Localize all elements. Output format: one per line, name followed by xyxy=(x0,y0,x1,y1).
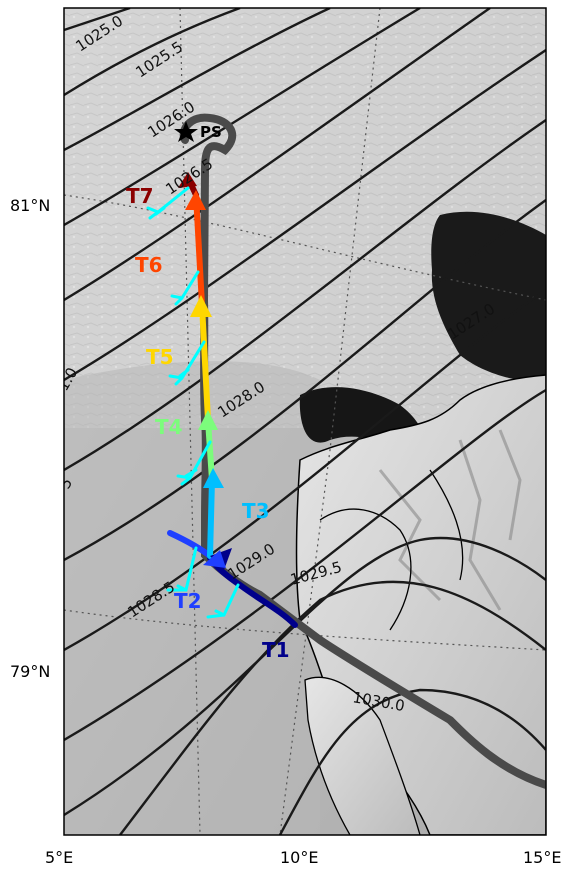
segment-labels: T7 T6 T5 T4 T3 T2 T1 xyxy=(126,184,290,662)
wind-barb-t3 xyxy=(166,546,198,592)
track-arrows xyxy=(178,172,232,570)
graticule xyxy=(64,8,546,835)
segment-track-t5 xyxy=(199,302,211,423)
station-label: PS xyxy=(200,123,222,141)
segment-label-t2: T2 xyxy=(174,589,202,613)
fast-ice-region xyxy=(64,361,320,835)
land-ridges xyxy=(378,429,522,611)
arrow-t3 xyxy=(203,468,224,488)
axis-labels: 81°N 79°N 5°E 10°E 15°E xyxy=(10,196,561,867)
star-icon xyxy=(174,121,198,142)
wind-barb-t7 xyxy=(146,186,190,220)
x-tick-15e: 15°E xyxy=(523,848,561,867)
x-tick-10e: 10°E xyxy=(280,848,318,867)
wind-barb-t4 xyxy=(176,440,212,486)
arrow-t7 xyxy=(178,172,197,188)
segment-label-t4: T4 xyxy=(155,415,183,439)
wind-barb-t2 xyxy=(206,583,240,619)
y-tick-81n: 81°N xyxy=(10,196,50,215)
arrow-t5 xyxy=(190,295,212,317)
x-tick-5e: 5°E xyxy=(45,848,73,867)
coastline-inner xyxy=(319,469,464,631)
wind-barbs xyxy=(146,186,240,619)
open-water-north xyxy=(431,211,546,382)
segment-track-t3 xyxy=(207,477,215,559)
segment-tracks xyxy=(167,175,298,628)
y-tick-79n: 79°N xyxy=(10,662,50,681)
map-border xyxy=(63,7,547,836)
segment-label-t3: T3 xyxy=(242,499,270,523)
wind-barb-t6 xyxy=(170,270,200,306)
segment-label-t7: T7 xyxy=(126,184,154,208)
ship-track xyxy=(179,113,546,789)
station-marker: PS xyxy=(174,121,222,142)
segment-label-t6: T6 xyxy=(135,253,163,277)
land-south-peninsula xyxy=(304,676,421,835)
arrow-t6 xyxy=(185,190,206,210)
map-panel: 1025.0 1025.5 1026.0 1026.5 1027.0 1028.… xyxy=(64,8,546,835)
segment-label-t5: T5 xyxy=(146,345,174,369)
arrow-t2 xyxy=(203,550,226,568)
segment-label-t1: T1 xyxy=(262,638,290,662)
isobars xyxy=(64,8,546,835)
wind-barb-t5 xyxy=(168,340,206,386)
segment-track-t6 xyxy=(193,192,205,308)
arrow-t4 xyxy=(198,410,218,430)
